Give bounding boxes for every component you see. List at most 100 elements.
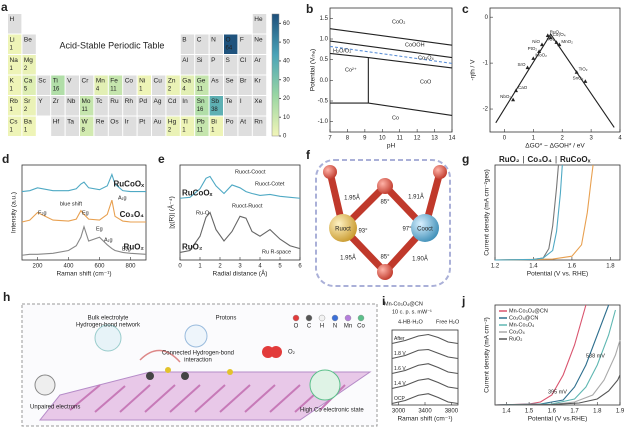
element-cell	[51, 96, 65, 116]
element-symbol: Sb	[211, 98, 219, 105]
panel-label: b	[306, 2, 313, 16]
element-count: 8	[82, 128, 86, 134]
element-count: 16	[197, 107, 204, 113]
element-cell	[94, 116, 108, 136]
element-symbol: Hg	[168, 119, 177, 126]
x-tick-label: 3800	[445, 409, 459, 415]
element-symbol: Li	[10, 37, 15, 44]
series-line	[391, 393, 459, 405]
x-tick-label: 4	[258, 264, 262, 270]
panel-label: c	[462, 2, 469, 16]
element-symbol: Ne	[254, 37, 263, 44]
y-tick-label: -1.0	[318, 119, 329, 125]
annotation: Hydrogen-bond network	[76, 323, 141, 329]
element-symbol: V	[67, 78, 72, 85]
annotation: Co	[392, 115, 399, 121]
element-symbol: Pt	[139, 119, 145, 126]
x-tick-label: 3000	[392, 409, 406, 415]
element-symbol: Ge	[197, 78, 206, 85]
element-cell	[252, 34, 267, 54]
element-count: 1	[211, 128, 215, 134]
x-axis-label: pH	[387, 143, 396, 150]
series-line	[21, 199, 146, 223]
x-tick-label: 800	[125, 264, 136, 270]
x-tick-label: 5	[278, 264, 282, 270]
y-tick-label: -2	[483, 107, 489, 113]
element-count: 38	[211, 107, 218, 113]
bond-angle: 93°	[358, 229, 368, 235]
element-symbol: Ni	[139, 78, 145, 85]
element-count: 16	[53, 87, 60, 93]
element-cell	[238, 75, 252, 95]
element-symbol: Pb	[197, 119, 205, 126]
plot-frame	[494, 304, 621, 406]
point	[554, 40, 559, 44]
element-symbol: Rb	[10, 98, 19, 105]
point-label: MoO₂	[535, 53, 547, 58]
x-tick-label: 8	[346, 136, 350, 142]
x-tick-label: 1.6	[548, 409, 557, 415]
element-symbol: Sr	[24, 98, 31, 105]
point-label: Co₃O₄	[553, 32, 566, 37]
element-count: 11	[82, 107, 89, 113]
x-tick-label: 13	[431, 136, 438, 142]
legend-swatch	[318, 314, 326, 322]
annotation: CoOOH	[405, 42, 425, 48]
oxygen-atom	[377, 264, 393, 280]
element-symbol: I	[240, 98, 242, 105]
point	[511, 97, 516, 102]
series-line	[329, 40, 453, 59]
structure-panel: f Ruoct Cooct 1.95Å 1.91Å 1.95Å 1.90Å 85…	[306, 148, 451, 287]
colorbar-tick-label: 50	[283, 40, 290, 46]
bond-length: 1.90Å	[412, 256, 428, 263]
element-symbol: Cd	[168, 98, 177, 105]
x-tick-label: 1	[532, 136, 536, 142]
x-axis-label: Raman shift (cm⁻¹)	[397, 416, 452, 423]
element-count: 4	[96, 87, 100, 93]
x-tick-label: 11	[397, 136, 404, 142]
element-symbol: Cu	[154, 78, 163, 85]
element-symbol: Ir	[125, 119, 130, 126]
element-cell	[137, 116, 151, 136]
point	[548, 35, 553, 40]
element-symbol: Pd	[139, 98, 147, 105]
series-name: 1.8 V	[394, 351, 406, 357]
legend-label: Co₃O₄	[509, 329, 526, 335]
x-tick-label: 600	[94, 264, 105, 270]
element-cell	[137, 96, 151, 116]
element-symbol: Ru	[110, 98, 119, 105]
element-cell	[209, 96, 223, 116]
legend-label: RuO₂	[499, 155, 520, 164]
element-cell	[152, 96, 166, 116]
element-symbol: As	[211, 78, 219, 85]
element-symbol: Se	[226, 78, 234, 85]
element-cell	[238, 116, 252, 136]
annotation: Free H₂O	[436, 319, 460, 325]
element-cell	[108, 96, 123, 116]
annotation: 395 mV	[548, 389, 567, 395]
element-symbol: Rn	[254, 119, 263, 126]
colorbar-tick-label: 40	[283, 59, 290, 65]
series-line	[329, 45, 453, 64]
illustration-panel: h Bulk electrolyte Hydrogen-bond network…	[3, 290, 378, 427]
point	[514, 88, 518, 93]
element-cell	[22, 55, 36, 75]
colorbar-tick-label: 60	[283, 21, 290, 27]
point	[537, 49, 542, 54]
legend-swatch	[292, 314, 300, 322]
x-tick-label: 2	[561, 136, 565, 142]
annotation: Ruoct-Cooct	[235, 169, 266, 175]
element-symbol: Tc	[96, 98, 103, 105]
annotation: High Co electronic state	[300, 408, 364, 414]
element-cell	[65, 96, 79, 116]
series-line	[494, 164, 560, 261]
element-symbol: Kr	[254, 78, 261, 85]
x-tick-label: 1.4	[529, 264, 538, 270]
point-label: IrO₂	[546, 37, 554, 42]
element-cell	[180, 116, 195, 136]
annotation: A₁g	[118, 195, 127, 201]
point-label: PtO₂	[528, 46, 538, 51]
element-count: 11	[197, 87, 204, 93]
annotation: 10 c. p. s. mW⁻¹	[392, 309, 432, 315]
